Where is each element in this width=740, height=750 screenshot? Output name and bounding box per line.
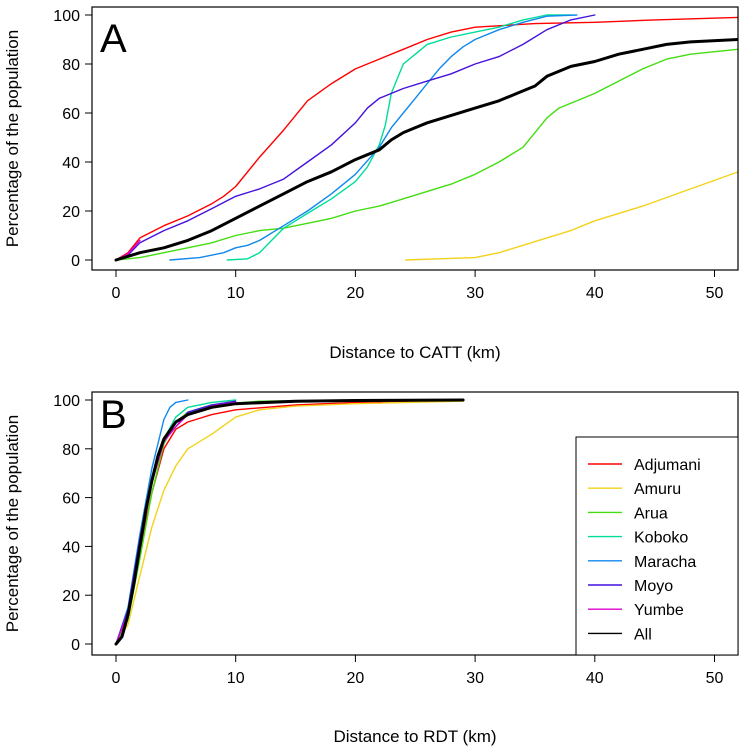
y-tick-label: 20 — [62, 588, 80, 605]
x-tick-label: 10 — [227, 285, 245, 302]
legend-item: Amuru — [588, 481, 681, 498]
legend-label: Moyo — [634, 578, 673, 595]
x-tick-label: 40 — [586, 285, 604, 302]
legend-label: Adjumani — [634, 457, 701, 474]
legend-item: Maracha — [588, 554, 696, 571]
panel-label: B — [100, 393, 127, 437]
y-tick-label: 20 — [62, 204, 80, 221]
legend-label: Arua — [634, 505, 668, 522]
legend-label: Yumbe — [634, 602, 684, 619]
x-axis-label: Distance to CATT (km) — [329, 343, 500, 362]
series-line-moyo — [115, 14, 596, 261]
series-line-moyo — [115, 400, 237, 645]
x-axis-label: Distance to RDT (km) — [333, 727, 496, 746]
series-line-all — [114, 38, 738, 262]
x-tick-label: 50 — [706, 285, 724, 302]
panel-a: 0 20 40 60 80 100 0 10 20 30 40 50 Distance to CATT … — [3, 6, 739, 362]
series-group — [114, 398, 465, 646]
series-line-yumbe — [115, 401, 237, 645]
series-group — [114, 14, 738, 262]
legend-label: Maracha — [634, 554, 696, 571]
x-tick-label: 20 — [347, 670, 365, 687]
y-tick-label: 40 — [62, 155, 80, 172]
x-tick-label: 50 — [706, 670, 724, 687]
x-tick-label: 10 — [227, 670, 245, 687]
y-tick-label: 0 — [71, 253, 80, 270]
y-tick-label: 100 — [53, 8, 80, 25]
legend-label: All — [634, 626, 652, 643]
y-axis-label: Percentage of the population — [3, 415, 22, 632]
series-line-amuru — [115, 400, 464, 645]
x-tick-label: 0 — [112, 670, 121, 687]
legend-item: Adjumani — [588, 457, 701, 474]
x-tick-label: 30 — [466, 670, 484, 687]
y-tick-label: 0 — [71, 637, 80, 654]
series-line-arua — [115, 399, 357, 645]
y-tick-label: 100 — [53, 393, 80, 410]
legend-box — [575, 436, 739, 656]
y-tick-label: 60 — [62, 491, 80, 508]
series-line-maracha — [115, 399, 189, 645]
panel-b: 0 20 40 60 80 100 0 10 20 30 40 50 Distance to RDT (… — [3, 391, 739, 746]
x-tick-label: 0 — [112, 285, 121, 302]
legend-item: Arua — [588, 505, 668, 522]
y-tick-label: 80 — [62, 57, 80, 74]
series-line-maracha — [169, 14, 578, 261]
y-axis-label: Percentage of the population — [3, 30, 22, 247]
x-tick-label: 40 — [586, 670, 604, 687]
legend-label: Koboko — [634, 530, 688, 547]
series-line-amuru — [405, 171, 738, 261]
plot-frame — [91, 6, 739, 271]
legend-item: All — [588, 626, 652, 643]
y-tick-label: 80 — [62, 442, 80, 459]
series-line-adjumani — [115, 16, 738, 261]
x-tick-label: 20 — [347, 285, 365, 302]
series-line-all — [114, 398, 465, 646]
legend-item: Yumbe — [588, 602, 684, 619]
legend-item: Moyo — [588, 578, 673, 595]
series-line-koboko — [226, 14, 572, 261]
legend-item: Koboko — [588, 530, 688, 547]
series-line-arua — [115, 48, 738, 261]
series-line-koboko — [115, 399, 237, 645]
legend-label: Amuru — [634, 481, 681, 498]
legend: Adjumani Amuru Arua Koboko Maracha Moyo Yumbe A… — [575, 436, 739, 656]
x-tick-label: 30 — [466, 285, 484, 302]
y-tick-label: 60 — [62, 106, 80, 123]
y-tick-label: 40 — [62, 539, 80, 556]
panel-label: A — [100, 17, 127, 61]
